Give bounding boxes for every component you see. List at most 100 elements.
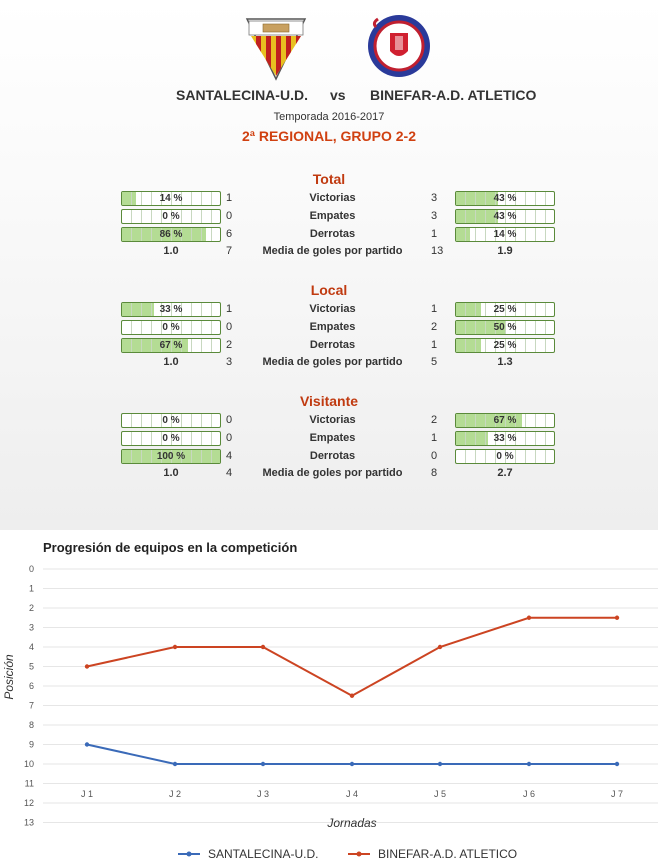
away-pct-label: 43 % [493,211,517,222]
away-goals: 5 [431,356,438,368]
home-pct-bar: 14 % [121,191,221,206]
y-tick-label: 2 [29,603,34,613]
series-point [437,644,443,650]
home-team-name: SANTALECINA-U.D. [176,87,308,103]
series-point [260,761,266,767]
y-tick-label: 7 [29,701,34,711]
stat-row: 67 % 2 Derrotas 1 25 % [0,338,658,354]
y-tick-label: 13 [24,818,34,828]
away-count: 1 [431,339,438,351]
home-pct-label: 0 % [162,415,180,426]
section-title: Local [310,282,348,298]
home-avg: 1.0 [163,467,179,479]
goals-average-row: 1.0 3 Media de goles por partido 5 1.3 [0,355,658,371]
home-pct-bar: 0 % [121,209,221,224]
home-pct-label: 67 % [159,340,183,351]
stat-label: Victorias [309,303,356,315]
away-pct-label: 25 % [493,304,517,315]
home-pct-bar: 67 % [121,338,221,353]
away-pct-label: 33 % [493,433,517,444]
away-pct-label: 43 % [493,193,517,204]
home-pct-label: 0 % [162,433,180,444]
home-count: 1 [226,303,233,315]
home-pct-bar: 100 % [121,449,221,464]
series-point [437,761,443,767]
series-point [614,761,620,767]
home-pct-label: 100 % [156,451,186,462]
legend-label: BINEFAR-A.D. ATLETICO [378,847,517,861]
section-title: Visitante [299,393,359,409]
y-axis-title: Posición [2,654,16,700]
x-axis-title: Jornadas [326,816,376,830]
away-count: 3 [431,210,438,222]
away-pct-label: 0 % [496,451,514,462]
y-tick-label: 5 [29,662,34,672]
stat-label: Empates [309,210,356,222]
away-count: 1 [431,228,438,240]
y-tick-label: 9 [29,740,34,750]
away-pct-label: 14 % [493,229,517,240]
x-tick-label: J 2 [169,789,181,799]
x-tick-label: J 6 [523,789,535,799]
y-tick-label: 10 [24,759,34,769]
x-tick-label: J 5 [434,789,446,799]
away-avg: 1.9 [497,245,513,257]
stat-row: 0 % 0 Empates 3 43 % [0,209,658,225]
stat-label: Empates [309,321,356,333]
vs-label: vs [330,87,346,103]
chart-title: Progresión de equipos en la competición [43,540,298,555]
home-count: 4 [226,450,233,462]
away-pct-label: 67 % [493,415,517,426]
away-pct-bar: 25 % [455,302,555,317]
series-line [86,743,617,765]
binefar-crest-icon [368,15,430,77]
home-goals: 3 [226,356,233,368]
legend-marker [186,851,192,857]
goals-average-row: 1.0 7 Media de goles por partido 13 1.9 [0,244,658,260]
series-point [172,761,178,767]
home-count: 0 [226,210,233,222]
legend-marker [356,851,362,857]
away-count: 3 [431,192,438,204]
home-goals: 4 [226,467,233,479]
stat-row: 14 % 1 Victorias 3 43 % [0,191,658,207]
goals-average-row: 1.0 4 Media de goles por partido 8 2.7 [0,466,658,482]
legend-label: SANTALECINA-U.D. [208,847,318,861]
home-count: 0 [226,432,233,444]
away-count: 1 [431,303,438,315]
away-pct-bar: 25 % [455,338,555,353]
x-tick-label: J 4 [346,789,358,799]
y-tick-label: 3 [29,623,34,633]
stat-row: 0 % 0 Empates 1 33 % [0,431,658,447]
avg-label: Media de goles por partido [262,467,403,479]
series-point [526,615,532,620]
series-point [349,693,355,698]
away-pct-bar: 43 % [455,191,555,206]
stat-label: Derrotas [309,450,356,462]
y-tick-label: 0 [29,564,34,574]
section-title: Total [312,171,346,187]
y-tick-label: 4 [29,642,34,652]
away-pct-bar: 0 % [455,449,555,464]
away-pct-bar: 43 % [455,209,555,224]
away-team-name: BINEFAR-A.D. ATLETICO [370,87,537,103]
away-goals: 8 [431,467,438,479]
avg-label: Media de goles por partido [262,245,403,257]
season-label: Temporada 2016-2017 [273,111,385,123]
home-count: 6 [226,228,233,240]
match-teams: SANTALECINA-U.D. vs BINEFAR-A.D. ATLETIC… [0,87,658,107]
home-pct-bar: 0 % [121,413,221,428]
league-label: 2ª REGIONAL, GRUPO 2-2 [242,128,416,144]
away-pct-bar: 14 % [455,227,555,242]
series-point [526,761,532,767]
home-avg: 1.0 [163,356,179,368]
stat-row: 0 % 0 Empates 2 50 % [0,320,658,336]
stat-row: 86 % 6 Derrotas 1 14 % [0,227,658,243]
home-avg: 1.0 [163,245,179,257]
series-point [614,615,620,620]
series-point [260,644,266,650]
home-pct-label: 0 % [162,322,180,333]
home-pct-label: 33 % [159,304,183,315]
away-avg: 2.7 [497,467,513,479]
